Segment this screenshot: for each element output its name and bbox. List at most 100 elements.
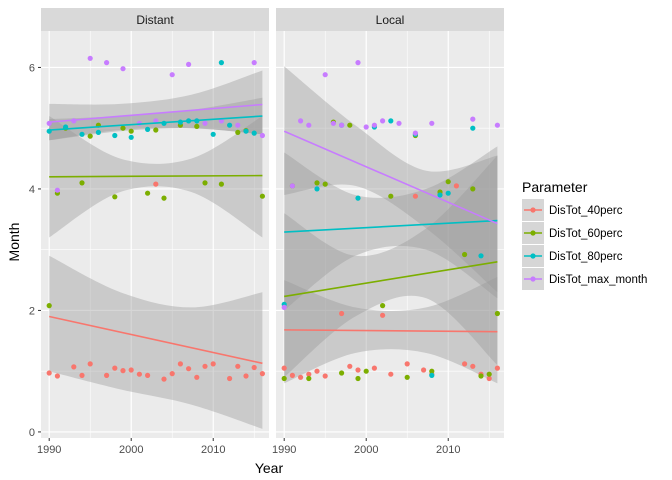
data-point-distot-60perc	[153, 127, 159, 133]
data-point-distot-80perc	[218, 60, 224, 66]
trend-line-distot-60perc	[49, 174, 263, 178]
legend-label: DisTot_40perc	[549, 205, 623, 217]
data-point-distot-max-month	[371, 122, 377, 128]
data-point-distot-40perc	[54, 373, 61, 379]
trend-line-distot-60perc	[284, 261, 498, 298]
data-point-distot-40perc	[259, 371, 265, 377]
panel-distant: Distant 1990 2000 2010 0 2 4 6	[29, 8, 269, 456]
facet-strip	[276, 8, 504, 31]
data-point-distot-40perc	[161, 376, 167, 382]
data-point-distot-max-month	[494, 122, 500, 128]
data-point-distot-40perc	[339, 310, 345, 317]
data-point-distot-60perc	[339, 370, 345, 376]
legend-item-distot-40perc: DisTot_40perc	[522, 199, 623, 221]
legend-key-point	[530, 276, 536, 282]
data-point-distot-40perc	[298, 374, 304, 380]
data-point-distot-60perc	[128, 128, 134, 134]
data-point-distot-60perc	[404, 374, 410, 380]
data-point-distot-60perc	[259, 193, 265, 199]
data-point-distot-40perc	[145, 372, 151, 378]
data-point-distot-40perc	[210, 361, 216, 367]
data-point-distot-40perc	[120, 368, 126, 374]
confidence-band-distot-80perc	[284, 146, 498, 311]
x-tick-label: 2000	[119, 444, 143, 456]
data-point-distot-40perc	[412, 193, 418, 199]
data-point-distot-80perc	[388, 118, 394, 124]
y-tick-label: 0	[29, 427, 35, 439]
data-point-distot-60perc	[486, 371, 492, 377]
confidence-band-distot-40perc	[49, 255, 263, 429]
data-point-distot-40perc	[453, 183, 459, 189]
legend: Parameter DisTot_40perc DisTot_60perc DisT…	[522, 179, 647, 290]
data-point-distot-60perc	[281, 375, 287, 382]
data-point-distot-max-month	[251, 60, 257, 66]
data-point-distot-60perc	[161, 195, 167, 201]
data-point-distot-80perc	[112, 132, 118, 139]
legend-item-distot-60perc: DisTot_60perc	[522, 222, 623, 244]
panel-local: Local 1990 2000 2010	[272, 8, 504, 456]
data-point-distot-60perc	[46, 303, 52, 309]
data-point-distot-80perc	[478, 253, 484, 259]
data-point-distot-40perc	[227, 375, 233, 382]
data-point-distot-60perc	[347, 122, 353, 128]
data-point-distot-60perc	[194, 123, 200, 129]
data-point-distot-80perc	[470, 125, 476, 131]
data-point-distot-40perc	[136, 371, 142, 377]
data-point-distot-40perc	[404, 361, 410, 367]
data-point-distot-40perc	[169, 371, 175, 377]
data-point-distot-40perc	[104, 372, 110, 378]
data-point-distot-80perc	[355, 195, 361, 201]
data-point-distot-40perc	[153, 181, 159, 187]
data-point-distot-max-month	[186, 61, 192, 67]
data-point-distot-80perc	[445, 190, 451, 196]
data-point-distot-max-month	[355, 60, 361, 66]
data-point-distot-max-month	[202, 120, 208, 126]
data-point-distot-40perc	[235, 363, 241, 369]
data-point-distot-60perc	[235, 129, 241, 135]
data-point-distot-max-month	[120, 66, 126, 72]
data-point-distot-80perc	[429, 372, 435, 378]
data-point-distot-60perc	[470, 186, 476, 192]
data-point-distot-60perc	[120, 125, 126, 131]
data-point-distot-60perc	[363, 368, 369, 374]
data-point-distot-60perc	[314, 180, 320, 186]
facet-strip	[41, 8, 269, 31]
trend-line-distot-40perc	[49, 315, 263, 365]
data-point-distot-80perc	[227, 122, 233, 128]
data-point-distot-40perc	[46, 370, 52, 376]
legend-key-point	[530, 253, 536, 259]
data-point-distot-60perc	[429, 368, 435, 374]
data-point-distot-40perc	[112, 365, 118, 371]
x-tick-label: 2000	[354, 444, 378, 456]
data-point-distot-80perc	[95, 129, 101, 135]
data-point-distot-max-month	[396, 120, 402, 126]
data-point-distot-60perc	[355, 375, 361, 382]
data-point-distot-max-month	[412, 130, 418, 136]
trend-line-distot-80perc	[284, 219, 498, 233]
trend-line-distot-max-month	[49, 103, 263, 123]
legend-label: DisTot_80perc	[549, 251, 623, 263]
legend-key-point	[530, 207, 536, 213]
confidence-band-distot-max-month	[49, 70, 263, 141]
data-point-distot-80perc	[437, 192, 443, 198]
panel-background	[276, 31, 504, 438]
legend-label: DisTot_max_month	[549, 274, 647, 286]
data-point-distot-40perc	[470, 363, 476, 369]
legend-item-distot-80perc: DisTot_80perc	[522, 245, 623, 267]
data-point-distot-60perc	[218, 181, 224, 187]
data-point-distot-40perc	[355, 367, 361, 373]
data-point-distot-60perc	[87, 133, 93, 139]
data-point-distot-40perc	[322, 373, 328, 379]
data-point-distot-80perc	[243, 128, 249, 134]
data-point-distot-max-month	[104, 60, 110, 66]
data-point-distot-60perc	[112, 194, 118, 200]
data-point-distot-40perc	[281, 365, 287, 371]
panels: Distant 1990 2000 2010 0 2 4 6 Local 1990 2000 2010	[29, 8, 504, 456]
data-point-distot-60perc	[79, 180, 85, 186]
y-tick-label: 6	[29, 62, 35, 74]
legend-title: Parameter	[522, 179, 588, 195]
data-point-distot-max-month	[330, 120, 336, 126]
data-point-distot-max-month	[289, 183, 295, 189]
data-point-distot-max-month	[429, 120, 435, 126]
